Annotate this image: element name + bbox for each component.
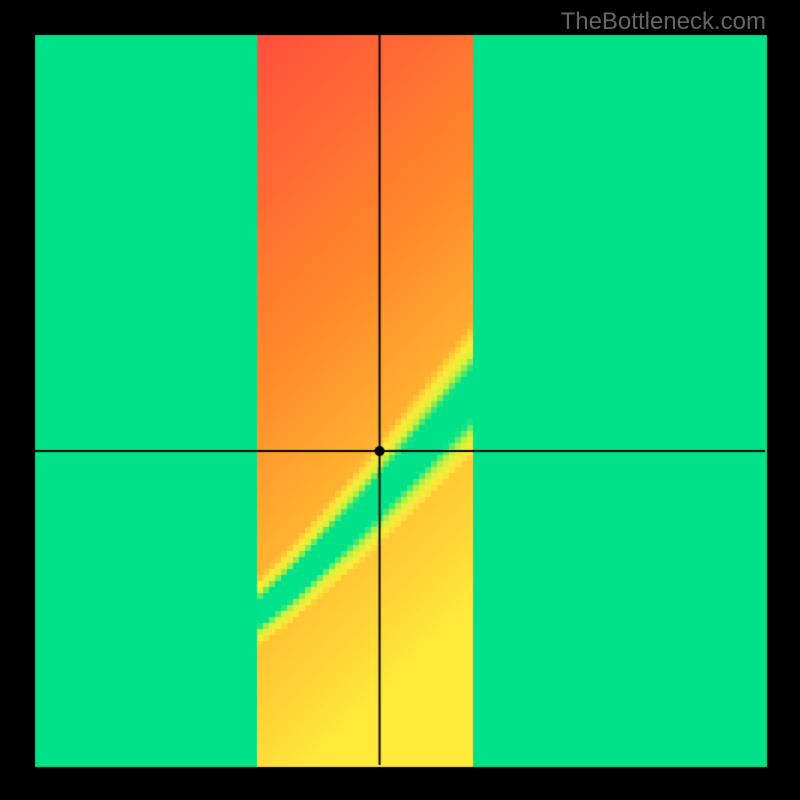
bottleneck-heatmap <box>0 0 800 800</box>
watermark-text: TheBottleneck.com <box>561 8 766 36</box>
chart-container: TheBottleneck.com <box>0 0 800 800</box>
